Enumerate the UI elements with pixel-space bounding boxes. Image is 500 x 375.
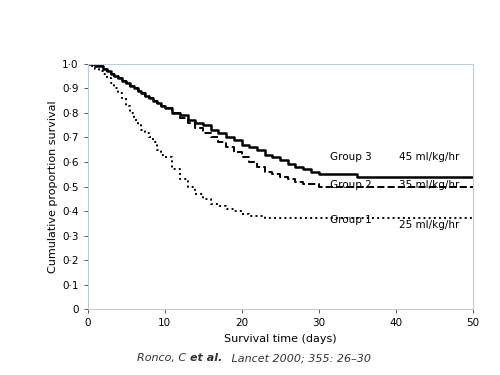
Text: Lancet 2000; 355: 26–30: Lancet 2000; 355: 26–30 [228, 353, 370, 363]
Text: 45 ml/kg/hr: 45 ml/kg/hr [400, 152, 460, 162]
Y-axis label: Cumulative proportion survival: Cumulative proportion survival [48, 100, 58, 273]
X-axis label: Survival time (days): Survival time (days) [224, 334, 336, 344]
Text: Group 3: Group 3 [330, 152, 372, 162]
Text: Group 2: Group 2 [330, 180, 372, 190]
Text: LIỀU ĐIỀU TRỊ CRRT: LIỀU ĐIỀU TRỊ CRRT [120, 9, 380, 40]
Text: 25 ml/kg/hr: 25 ml/kg/hr [400, 219, 460, 230]
Text: Ronco, C: Ronco, C [138, 353, 190, 363]
Text: 35 ml/kg/hr: 35 ml/kg/hr [400, 180, 460, 190]
Text: et al.: et al. [190, 353, 222, 363]
Text: Group 1: Group 1 [330, 214, 372, 225]
